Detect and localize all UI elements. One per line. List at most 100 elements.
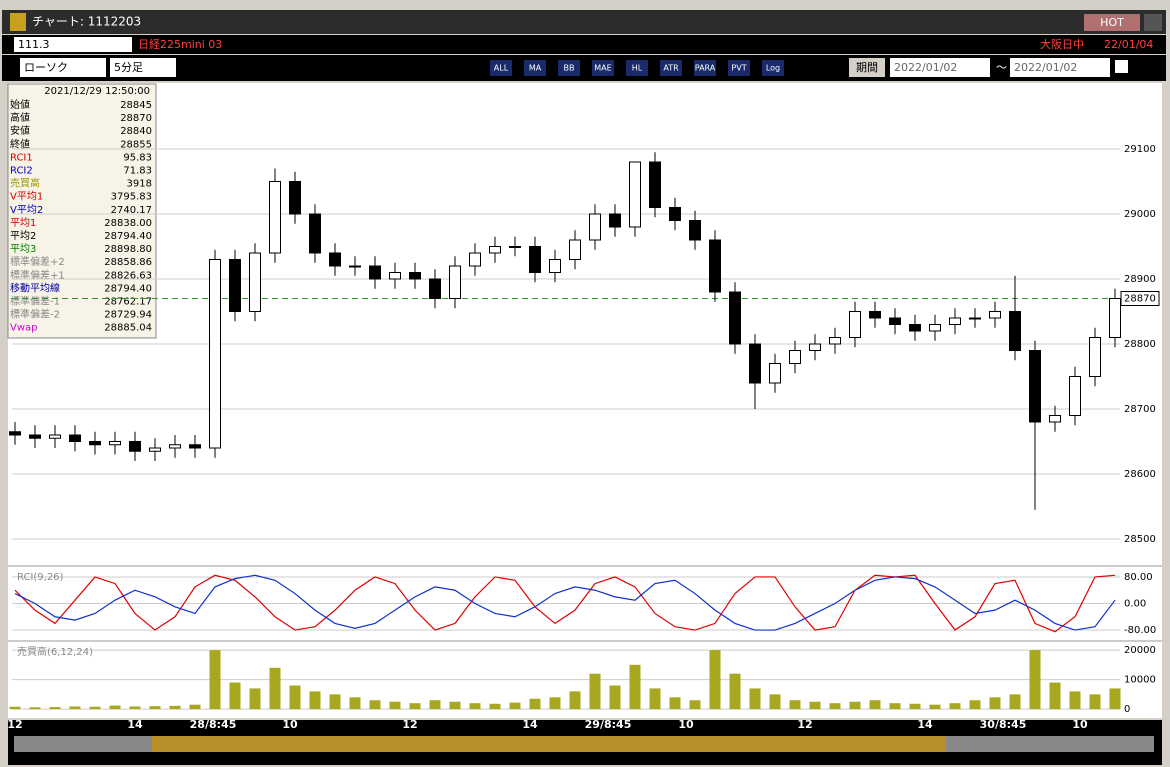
rci-line (14, 574, 1116, 633)
y-tick-label: 80.00 (1124, 572, 1153, 583)
tool-button[interactable] (490, 60, 512, 76)
candle-body (569, 239, 581, 260)
volume-bar (929, 704, 941, 710)
candle-body (349, 265, 361, 268)
rci-line (14, 574, 1116, 631)
from-text: 2022/01/02 (894, 61, 957, 74)
volume-bar (1109, 688, 1121, 710)
volume-bar (889, 703, 901, 710)
volume-bar (649, 688, 661, 710)
y-tick-label: 28600 (1124, 469, 1156, 480)
x-tick-label: 12 (402, 718, 417, 731)
info-value: 3795.83 (111, 192, 152, 203)
info-label: 売買高 (10, 177, 40, 190)
volume-bar (409, 703, 421, 710)
candle-body (249, 252, 261, 312)
candle-body (469, 252, 481, 267)
from-date[interactable] (890, 58, 990, 77)
kind-select[interactable] (20, 58, 106, 77)
volume-bar (749, 688, 761, 710)
tool-button[interactable] (524, 60, 546, 76)
candle-body (329, 252, 341, 267)
info-label: 高値 (10, 111, 30, 124)
volume-bar (689, 700, 701, 710)
info-label: 平均2 (10, 230, 36, 242)
panel-title: RCI(9,26) (17, 572, 64, 583)
to-date[interactable] (1010, 58, 1110, 77)
symbol-name: 日経225mini 03 (138, 38, 222, 51)
scroll-thumb[interactable] (152, 736, 946, 752)
tool-button[interactable] (728, 60, 750, 76)
volume-bar (869, 700, 881, 710)
info-value: 28858.86 (104, 257, 152, 268)
volume-bar (609, 685, 621, 710)
tool-label: HL (632, 64, 643, 73)
volume-bar (709, 650, 721, 710)
candle-body (929, 324, 941, 332)
volume-bar (129, 706, 141, 710)
tool-button[interactable] (660, 60, 682, 76)
candle-body (769, 363, 781, 384)
volume-bar (569, 691, 581, 710)
info-value: 95.83 (123, 152, 152, 163)
volume-bar (909, 703, 921, 710)
y-tick-label: 28700 (1124, 404, 1156, 415)
volume-bar (1049, 682, 1061, 710)
tool-button[interactable] (558, 60, 580, 76)
period: 期間 (856, 61, 878, 74)
interval-select[interactable] (110, 58, 176, 77)
info-label: V平均2 (10, 204, 43, 216)
tool-button[interactable] (762, 60, 784, 76)
candle-body (709, 239, 721, 293)
info-label: 標準偏差+2 (10, 255, 65, 268)
volume-bar (169, 705, 181, 710)
info-label: Vwap (10, 323, 38, 334)
candle-body (1069, 376, 1081, 416)
x-tick-label: 12 (7, 718, 22, 731)
candle-body (269, 181, 281, 254)
y-tick-label: 10000 (1124, 675, 1156, 686)
volume-bar (49, 707, 61, 710)
checkbox[interactable] (1115, 60, 1128, 73)
volume-bar (309, 691, 321, 710)
info-value: 3918 (127, 179, 152, 190)
candle-body (629, 161, 641, 228)
app-icon (10, 13, 26, 31)
volume-bar (109, 705, 121, 710)
close-button[interactable] (1144, 14, 1162, 31)
tool-button[interactable] (626, 60, 648, 76)
info-value: 28845 (120, 100, 152, 111)
volume-bar (29, 707, 41, 710)
candle-body (209, 259, 221, 449)
candle-body (589, 213, 601, 241)
candle-body (969, 317, 981, 320)
info-value: 28794.40 (104, 283, 152, 294)
period-button[interactable] (849, 58, 885, 77)
info-label: 移動平均線 (10, 281, 60, 294)
to-text: 2022/01/02 (1014, 61, 1077, 74)
volume-bar (669, 697, 681, 710)
code-select[interactable] (14, 37, 132, 52)
candle-body (449, 265, 461, 299)
volume-bar (189, 704, 201, 710)
tool-label: Log (766, 64, 780, 73)
volume-bar (389, 701, 401, 710)
date: 22/01/04 (1104, 38, 1153, 51)
separator: 〜 (996, 61, 1007, 74)
tool-button[interactable] (694, 60, 716, 76)
candle-body (649, 161, 661, 208)
volume-bar (349, 697, 361, 710)
hot-button[interactable] (1084, 14, 1140, 31)
tool-button[interactable] (592, 60, 614, 76)
candle-body (1089, 337, 1101, 377)
volume-bar (789, 700, 801, 710)
candle-body (669, 207, 681, 221)
candle-body (729, 291, 741, 345)
candle-body (749, 343, 761, 384)
y-tick-label: 28900 (1124, 274, 1156, 285)
code: 111.3 (18, 38, 50, 51)
y-tick-label: 29100 (1124, 144, 1156, 155)
candle-body (309, 213, 321, 254)
volume-bar (1069, 691, 1081, 710)
candle-body (9, 431, 21, 436)
